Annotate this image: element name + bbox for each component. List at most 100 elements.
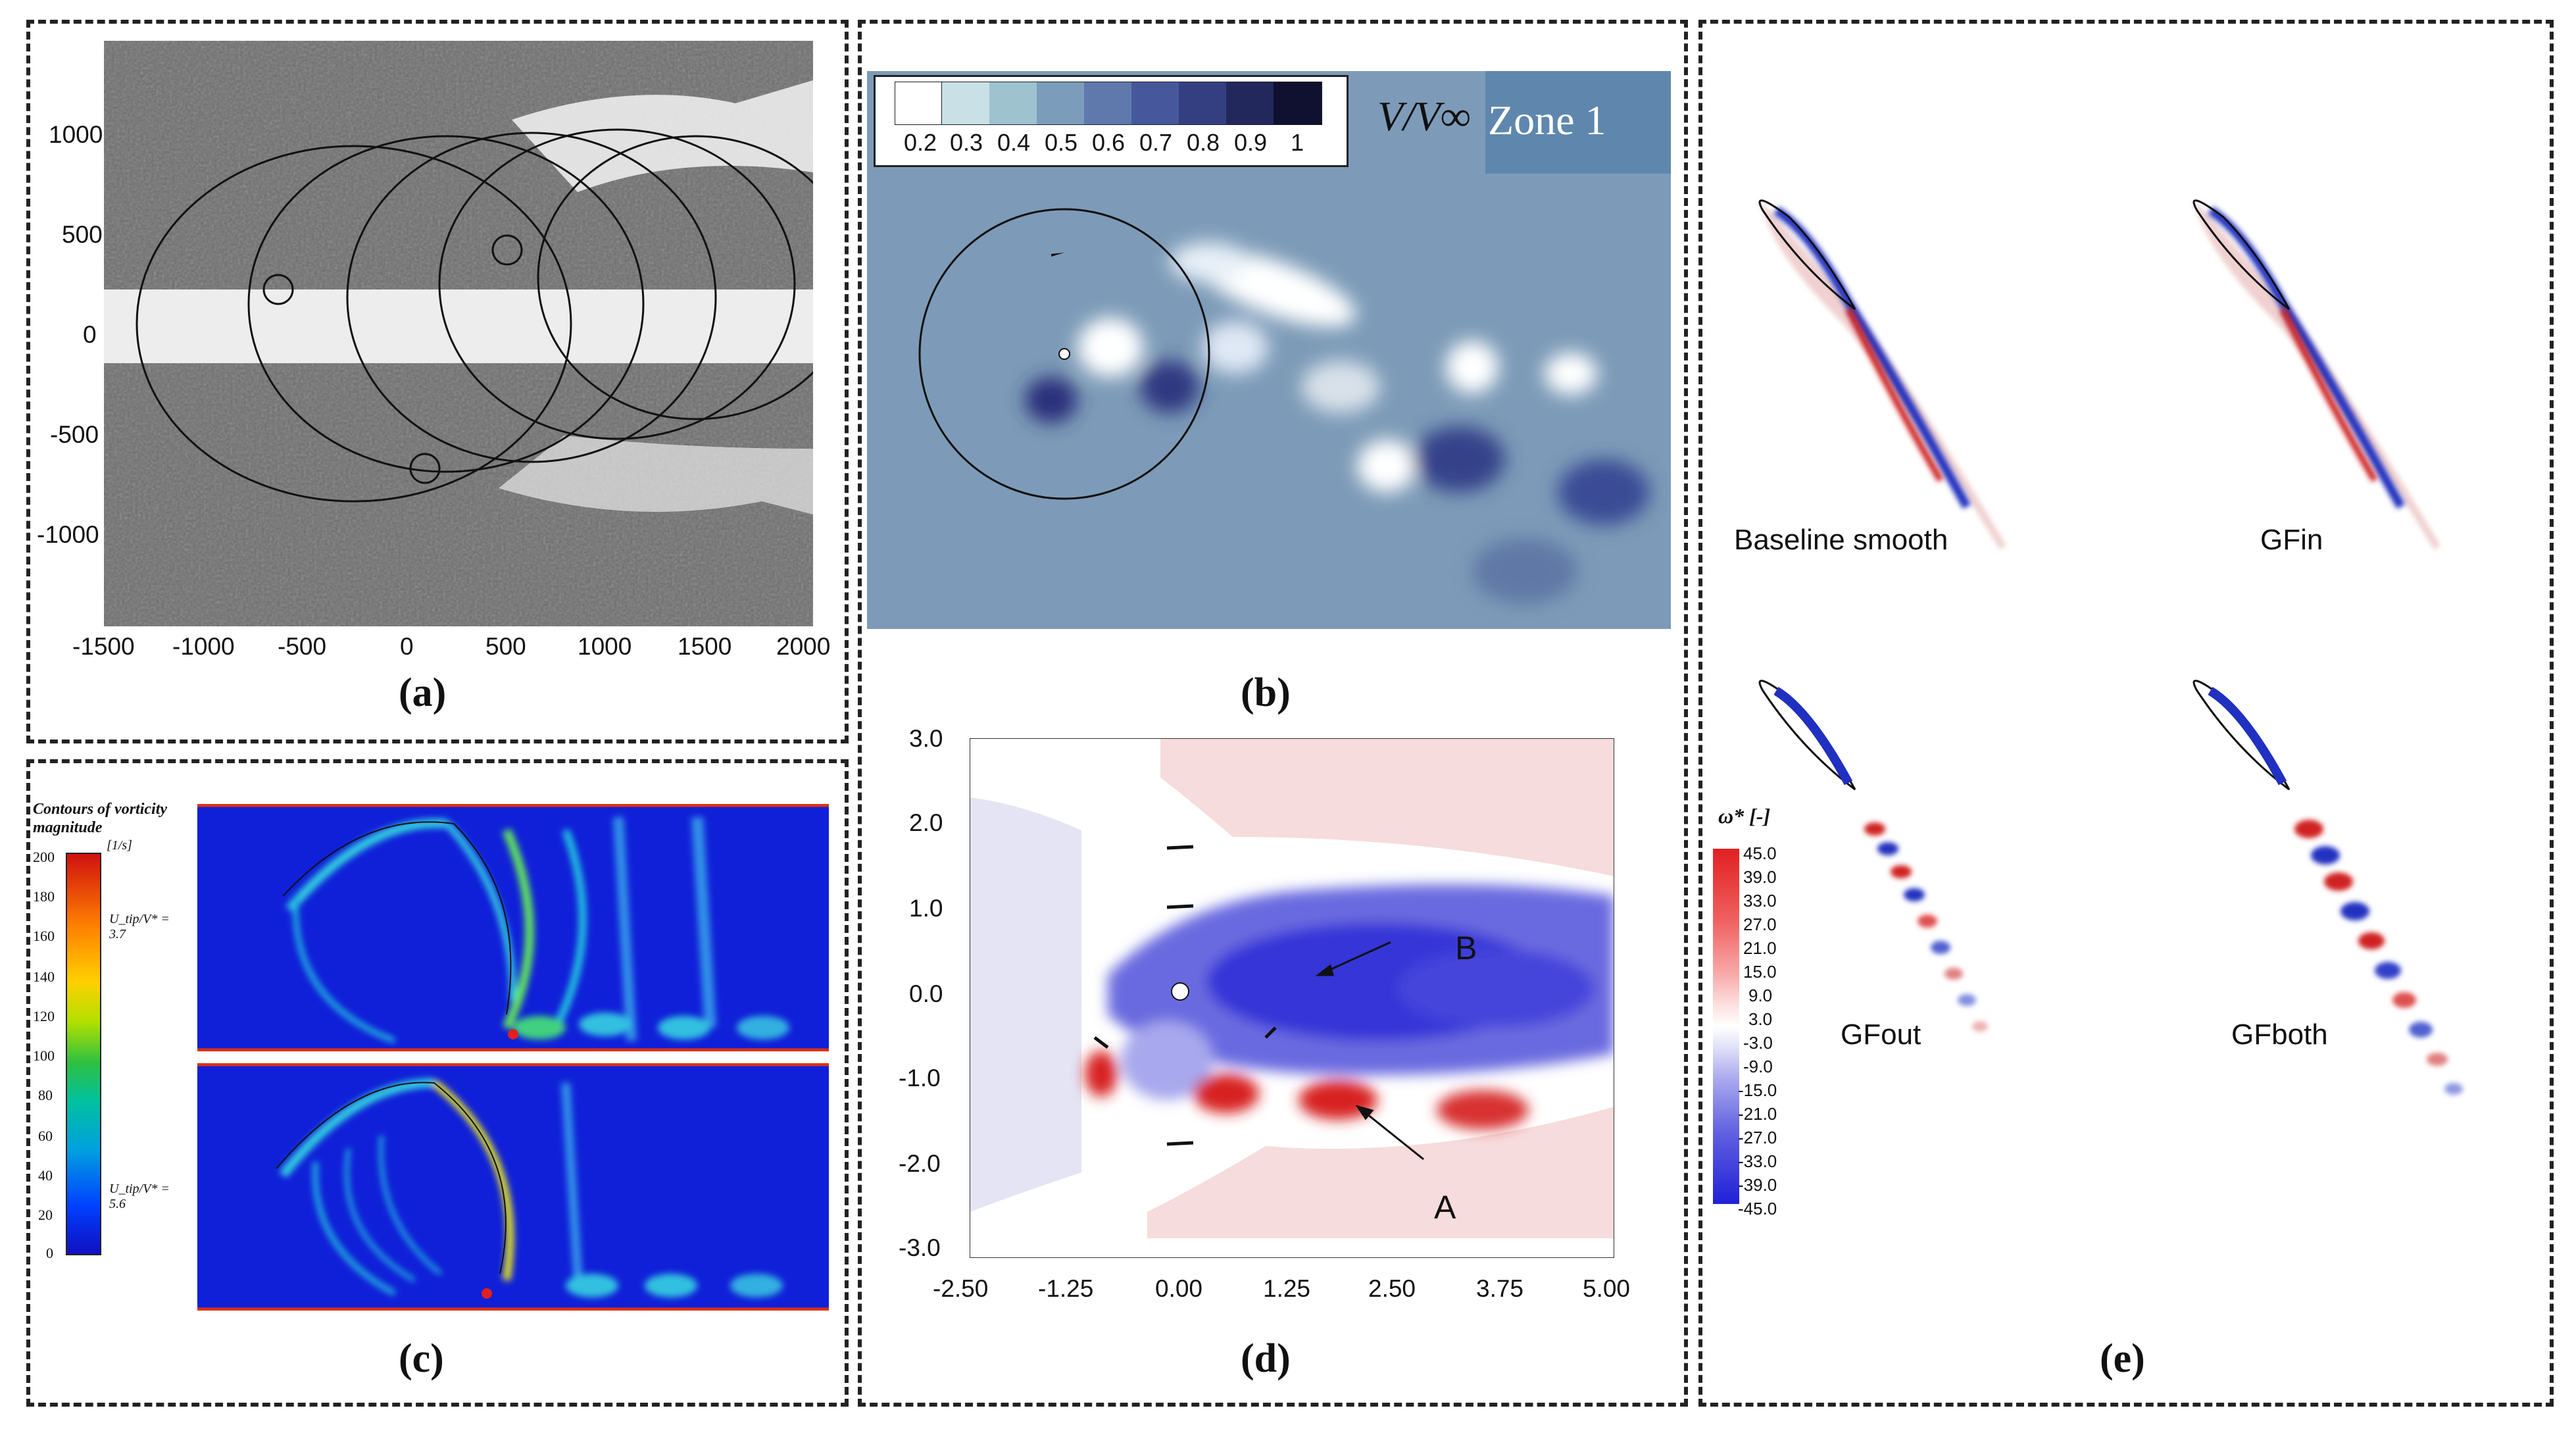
panel-b-d	[858, 20, 1688, 1407]
c-cb-tick: 180	[33, 888, 55, 905]
panel-e-plot	[1758, 199, 2463, 1095]
b-colorbar	[895, 82, 1322, 125]
e-label-baseline: Baseline smooth	[1734, 524, 1948, 556]
e-airfoil-gfout	[1758, 680, 1988, 1032]
e-cb-tick: 27.0	[1743, 915, 1777, 934]
zone-label-bg	[1485, 71, 1671, 174]
c-cb-tick: 0	[46, 1245, 53, 1261]
c-cb-tick: 40	[38, 1167, 53, 1184]
b-zone-label: Zone 1	[1488, 97, 1606, 143]
d-x-tick: -2.50	[933, 1275, 989, 1302]
c-cb-tick: 100	[33, 1047, 55, 1064]
b-cb-tick: 0.9	[1234, 129, 1268, 156]
e-label-gfin: GFin	[2260, 524, 2323, 556]
d-y-tick: 3.0	[909, 725, 943, 752]
a-x-tick: -1000	[172, 633, 235, 660]
a-y-tick: -500	[50, 421, 99, 448]
e-label-gfout: GFout	[1841, 1018, 1921, 1051]
a-y-tick: 500	[62, 221, 103, 248]
e-cb-tick: -27.0	[1738, 1128, 1777, 1147]
c-legend-title: Contours of vorticity magnitude	[33, 801, 168, 836]
e-cb-tick: 9.0	[1748, 986, 1773, 1005]
e-cb-tick: 3.0	[1748, 1009, 1773, 1029]
d-x-tick: 5.00	[1583, 1275, 1631, 1302]
a-y-tick: 1000	[49, 121, 103, 148]
d-x-tick: -1.25	[1038, 1275, 1094, 1302]
e-cb-tick: -21.0	[1738, 1104, 1777, 1124]
caption-d: (d)	[1241, 1336, 1291, 1381]
e-colorbar	[1713, 849, 1739, 1204]
b-cb-tick: 1	[1291, 129, 1304, 156]
e-cb-tick: -39.0	[1738, 1175, 1777, 1195]
caption-b: (b)	[1241, 670, 1291, 715]
d-y-tick: -2.0	[899, 1150, 941, 1177]
rotor-circle	[918, 208, 1210, 500]
d-annotation-a: A	[1434, 1189, 1456, 1226]
panel-c	[26, 759, 849, 1407]
b-cb-tick: 0.4	[997, 129, 1031, 156]
c-cb-tick: 20	[38, 1207, 53, 1223]
panel-a-plot	[104, 41, 813, 626]
panel-c-plot-top	[197, 804, 829, 1051]
panel-e	[1698, 20, 2554, 1407]
d-x-tick: 1.25	[1263, 1275, 1311, 1302]
a-y-tick: -1000	[37, 521, 99, 548]
wake-band	[104, 289, 813, 363]
a-x-tick: 500	[485, 633, 526, 660]
d-y-tick: -1.0	[899, 1065, 941, 1091]
c-cb-tick: 200	[33, 849, 55, 865]
e-legend-title: ω* [-]	[1718, 804, 1771, 828]
c-colorbar	[66, 853, 101, 1255]
e-cb-tick: -15.0	[1738, 1080, 1777, 1100]
a-y-tick: 0	[83, 321, 97, 348]
d-x-tick: 2.50	[1368, 1275, 1416, 1302]
c-cb-tick: 60	[38, 1128, 53, 1144]
b-cb-tick: 0.8	[1187, 129, 1220, 156]
a-x-tick: 1500	[678, 633, 732, 660]
c-case-top: U_tip/V* = 3.7	[109, 912, 170, 941]
e-cb-tick: 39.0	[1743, 867, 1777, 887]
d-y-tick: 2.0	[909, 809, 943, 836]
e-cb-tick: -9.0	[1743, 1057, 1773, 1076]
d-x-tick: 3.75	[1476, 1275, 1524, 1302]
d-annotation-b: B	[1455, 930, 1477, 966]
b-cb-tick: 0.6	[1092, 129, 1126, 156]
c-legend-unit: [1/s]	[107, 838, 132, 853]
d-x-tick: 0.00	[1155, 1275, 1203, 1302]
a-x-tick: 0	[400, 633, 414, 660]
b-variable-label: V/V∞	[1377, 93, 1471, 139]
d-y-tick: 1.0	[909, 895, 943, 922]
e-airfoil-baseline	[1758, 199, 2006, 550]
c-cb-tick: 120	[33, 1008, 55, 1024]
e-cb-tick: -3.0	[1743, 1033, 1773, 1053]
e-label-gfboth: GFboth	[2231, 1018, 2328, 1051]
c-cb-tick: 160	[33, 928, 55, 944]
e-cb-tick: 15.0	[1743, 962, 1777, 982]
e-cb-tick: -33.0	[1738, 1151, 1777, 1171]
e-cb-tick: 45.0	[1743, 843, 1777, 863]
panel-d-plot	[970, 738, 1614, 1258]
c-case-bottom: U_tip/V* = 5.6	[109, 1182, 170, 1211]
e-cb-tick: 21.0	[1743, 938, 1777, 958]
b-cb-tick: 0.2	[904, 129, 937, 156]
e-airfoil-gfin	[2192, 199, 2440, 550]
e-cb-tick: -45.0	[1738, 1199, 1777, 1218]
panel-c-plot-bottom	[197, 1063, 829, 1311]
panel-a	[26, 20, 849, 743]
d-y-tick: 0.0	[909, 980, 943, 1007]
d-y-tick: -3.0	[899, 1234, 941, 1261]
caption-e: (e)	[2100, 1336, 2145, 1381]
a-x-tick: 2000	[776, 633, 831, 660]
b-cb-tick: 0.7	[1139, 129, 1173, 156]
e-cb-tick: 33.0	[1743, 891, 1777, 911]
a-x-tick: -500	[278, 633, 327, 660]
a-x-tick: 1000	[578, 633, 632, 660]
caption-a: (a)	[399, 670, 447, 715]
c-cb-tick: 80	[38, 1087, 53, 1103]
c-cb-tick: 140	[33, 968, 55, 985]
b-cb-tick: 0.5	[1045, 129, 1078, 156]
a-x-tick: -1500	[72, 633, 135, 660]
b-cb-tick: 0.3	[950, 129, 983, 156]
caption-c: (c)	[399, 1336, 444, 1381]
e-airfoil-gfboth	[2192, 680, 2463, 1095]
